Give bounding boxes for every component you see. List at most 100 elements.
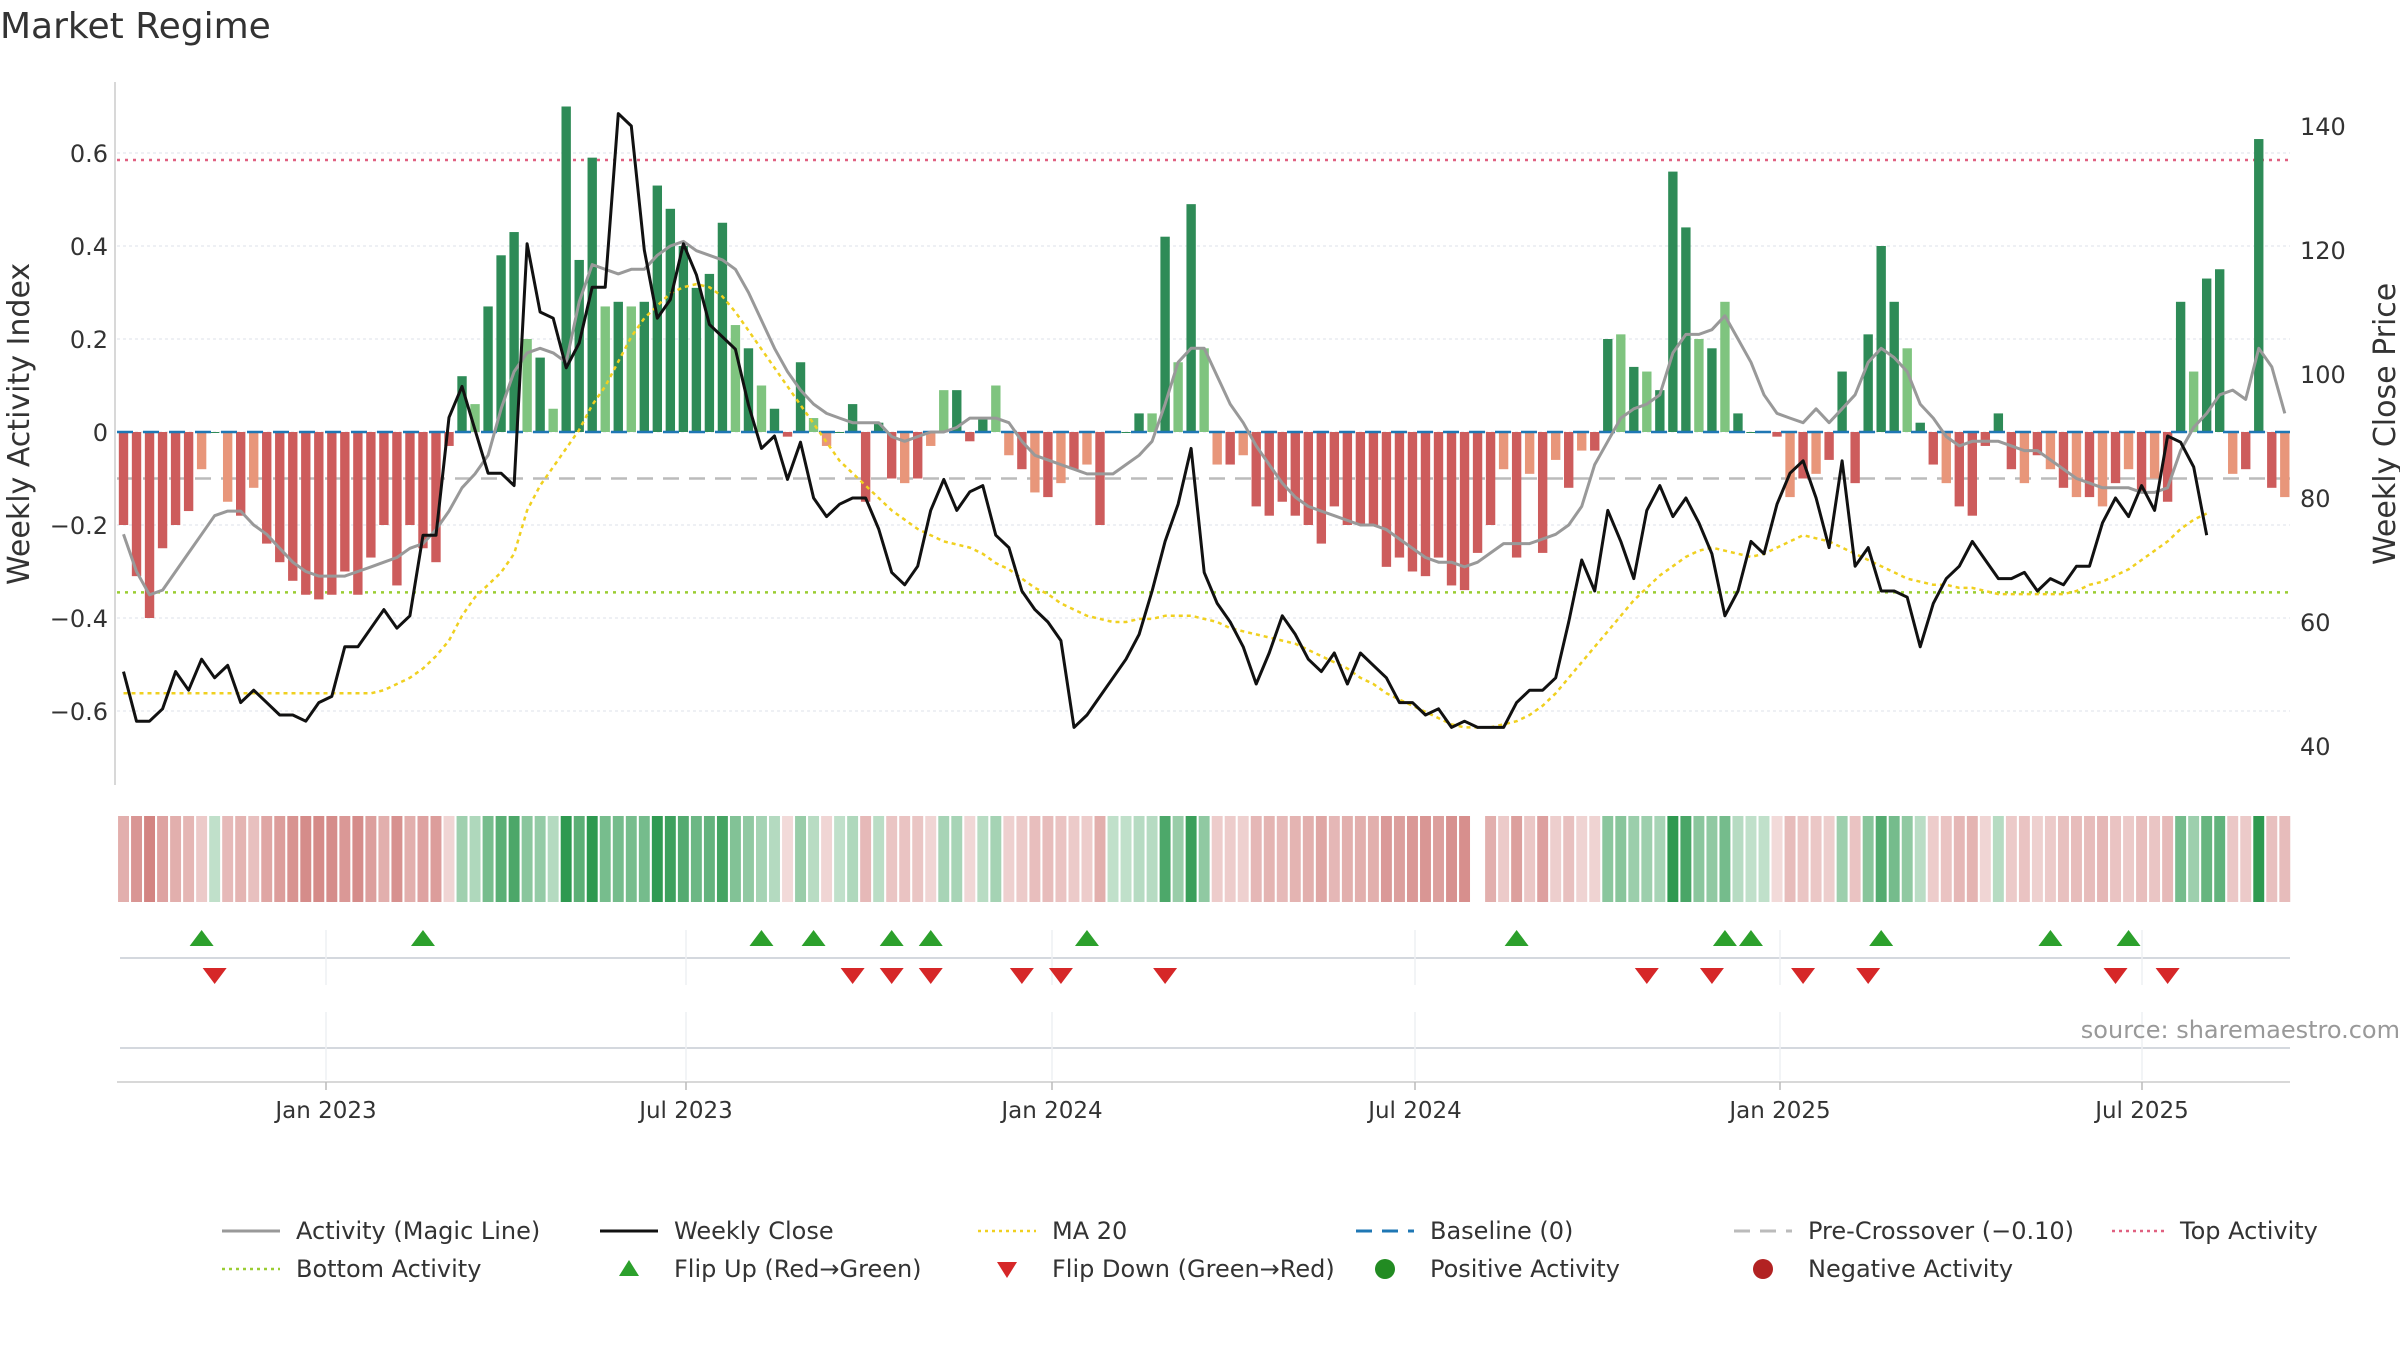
regime-strip-cell [2175, 816, 2187, 902]
regime-strip-cell [1498, 816, 1510, 902]
regime-strip-cell [274, 816, 286, 902]
activity-bar [952, 390, 962, 432]
activity-bar [1928, 432, 1938, 465]
legend-line-swatch-black [598, 1219, 660, 1243]
legend-label: Flip Down (Green→Red) [1052, 1255, 1335, 1283]
y-tick-left: −0.6 [50, 698, 108, 726]
regime-strip-cell [1966, 816, 1978, 902]
activity-bar [1798, 432, 1808, 479]
regime-strip-cell [821, 816, 833, 902]
x-tick-label: Jul 2024 [1366, 1098, 1462, 1124]
legend-item-bottom-activity: Bottom Activity [220, 1250, 598, 1288]
regime-strip-cell [1732, 816, 1744, 902]
activity-bar [678, 246, 689, 432]
activity-bar [418, 432, 428, 549]
regime-strip-cell [1550, 816, 1562, 902]
activity-bar [483, 306, 493, 432]
activity-bar [288, 432, 298, 581]
flip-down-marker [1048, 968, 1073, 984]
activity-bar [1264, 432, 1274, 516]
activity-bar [1147, 413, 1157, 432]
activity-bar [1811, 432, 1821, 474]
legend-row-2: Bottom Activity Flip Up (Red→Green) Flip… [220, 1250, 2370, 1288]
regime-strip-cell [1771, 816, 1783, 902]
activity-bar [1355, 432, 1366, 525]
activity-bar [2097, 432, 2108, 507]
legend-dotted-swatch-lime [220, 1257, 282, 1281]
activity-bar [2267, 432, 2277, 488]
regime-strip-cell [886, 816, 898, 902]
flip-up-marker [749, 930, 774, 946]
regime-strip-cell [716, 816, 728, 902]
regime-strip-cell [1849, 816, 1861, 902]
legend-item-top-activity: Top Activity [2110, 1212, 2330, 1250]
regime-strip-cell [2240, 816, 2252, 902]
activity-bar [2280, 432, 2290, 498]
flip-down-marker [1856, 968, 1881, 984]
activity-bar [196, 432, 207, 470]
y-tick-left: −0.2 [50, 512, 108, 540]
activity-bar [1407, 432, 1418, 572]
ma20-line [123, 282, 2208, 729]
regime-strip-cell [2266, 816, 2278, 902]
activity-bar [1030, 432, 1040, 493]
activity-bar [756, 385, 767, 432]
activity-bar [183, 432, 194, 512]
activity-bar [1511, 432, 1522, 558]
legend-item-baseline: Baseline (0) [1354, 1212, 1732, 1250]
activity-bar [561, 106, 571, 432]
activity-bar [1902, 348, 1912, 432]
legend-item-magic-line: Activity (Magic Line) [220, 1212, 598, 1250]
regime-strip-cell [1667, 816, 1679, 902]
activity-bar [457, 376, 467, 432]
regime-strip-cell [1016, 816, 1028, 902]
legend-item-negative: Negative Activity [1732, 1250, 2110, 1288]
activity-bar [2175, 301, 2186, 432]
activity-bar [1850, 432, 1860, 484]
activity-bar [639, 301, 649, 432]
activity-bar [496, 255, 506, 432]
activity-bar [2058, 432, 2069, 488]
activity-bar [691, 287, 702, 432]
regime-strip-cell [1979, 816, 1991, 902]
x-tick-label: Jan 2025 [1727, 1098, 1830, 1124]
activity-bar [704, 273, 715, 432]
regime-strip-cell [1615, 816, 1627, 902]
y-tick-right: 60 [2300, 609, 2331, 637]
regime-strip-cell [1420, 816, 1431, 902]
x-tick-label: Jan 2024 [999, 1098, 1102, 1124]
regime-strip-cell [1901, 816, 1913, 902]
activity-bar [1616, 334, 1626, 432]
activity-bar [1485, 432, 1496, 525]
activity-bar [222, 432, 233, 502]
regime-strip-cell [1537, 816, 1549, 902]
activity-bar [2201, 278, 2212, 432]
activity-bar [900, 432, 910, 484]
activity-bar [860, 432, 871, 502]
activity-bar [1225, 432, 1235, 465]
regime-strip-cell [1198, 816, 1210, 902]
activity-bar [939, 390, 949, 432]
activity-bar [2254, 139, 2264, 433]
regime-strip-cell [990, 816, 1002, 902]
legend-label: Baseline (0) [1430, 1217, 1574, 1245]
activity-bar [587, 157, 597, 432]
activity-bar [1043, 432, 1053, 498]
activity-bar [1941, 432, 1951, 484]
activity-bar [1642, 371, 1652, 432]
legend-item-weekly-close: Weekly Close [598, 1212, 976, 1250]
regime-strip-cell [1641, 816, 1653, 902]
activity-bar [1889, 301, 1899, 432]
activity-bar [1095, 432, 1105, 525]
activity-bar [1472, 432, 1483, 553]
regime-strip-cell [365, 816, 377, 902]
regime-strip-cell [1120, 816, 1132, 902]
activity-bar [1316, 432, 1327, 544]
activity-bar [991, 385, 1001, 432]
regime-strip-cell [1745, 816, 1757, 902]
y-tick-left: 0.6 [70, 140, 108, 168]
legend-item-ma20: MA 20 [976, 1212, 1354, 1250]
activity-bar [926, 432, 936, 446]
activity-bar [170, 432, 181, 525]
activity-bar [509, 232, 519, 432]
